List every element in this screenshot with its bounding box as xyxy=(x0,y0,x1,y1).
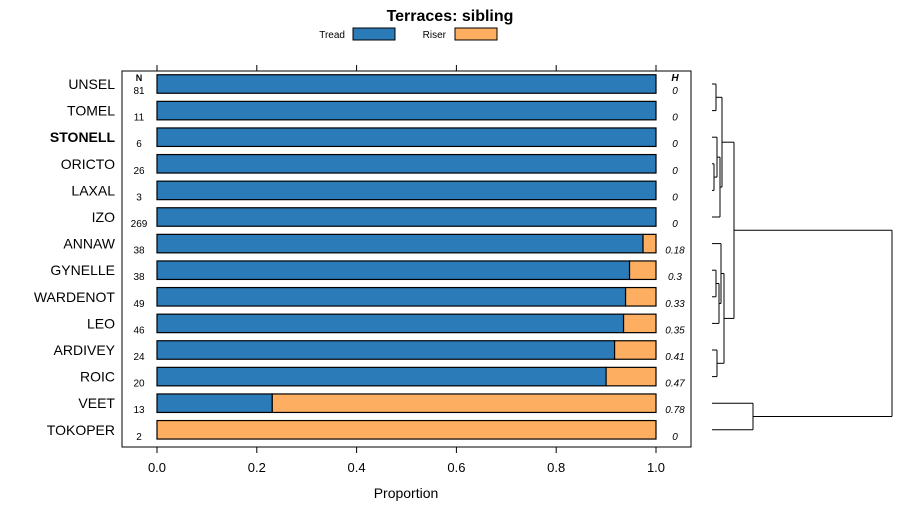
category-label: ORICTO xyxy=(61,156,115,172)
category-label: IZO xyxy=(92,209,115,225)
bar-segment-tread xyxy=(156,313,625,334)
h-value: 0 xyxy=(672,86,678,97)
legend-label-riser: Riser xyxy=(423,30,447,41)
n-value: 38 xyxy=(133,272,145,283)
bar-segment-tread xyxy=(156,100,657,121)
dendrogram xyxy=(712,83,893,431)
category-label: GYNELLE xyxy=(50,262,115,278)
h-value: 0.18 xyxy=(665,246,685,257)
n-value: 38 xyxy=(133,246,145,257)
bar-segment-riser xyxy=(624,286,657,307)
bar-segment-riser xyxy=(156,419,657,440)
bar-segment-riser xyxy=(605,366,657,387)
h-value: 0.41 xyxy=(665,352,684,363)
category-label: TOKOPER xyxy=(47,422,115,438)
x-tick-label: 0.0 xyxy=(148,460,166,475)
n-value: 6 xyxy=(136,139,142,150)
h-column: H 0 0 0 0 0 0 0.18 0.3 0.33 0.35 0.41 0.47 0.78 0 xyxy=(665,73,685,443)
h-value: 0.78 xyxy=(665,405,685,416)
n-value: 46 xyxy=(133,325,145,336)
category-label: VEET xyxy=(78,395,115,411)
category-label: STONELL xyxy=(50,129,116,145)
legend-swatch-tread xyxy=(352,27,396,41)
bars xyxy=(156,74,657,440)
bar-segment-tread xyxy=(156,340,616,360)
category-label: ARDIVEY xyxy=(54,342,116,358)
x-axis-label: Proportion xyxy=(374,485,439,501)
bar-segment-tread xyxy=(156,74,657,94)
category-label: WARDENOT xyxy=(34,289,116,305)
category-label: TOMEL xyxy=(67,103,115,119)
legend: Tread Riser xyxy=(319,27,498,41)
n-header: N xyxy=(136,73,143,83)
bar-segment-tread xyxy=(156,393,273,414)
bar-segment-riser xyxy=(622,313,657,334)
n-value: 269 xyxy=(131,219,148,230)
bar-segment-riser xyxy=(628,260,657,281)
x-tick-label: 0.2 xyxy=(248,460,266,475)
n-value: 49 xyxy=(133,299,145,310)
h-value: 0 xyxy=(672,192,678,203)
h-value: 0 xyxy=(672,113,678,124)
x-tick-label: 0.6 xyxy=(447,460,465,475)
x-tick-label: 0.4 xyxy=(348,460,366,475)
bar-segment-tread xyxy=(156,127,657,148)
n-value: 24 xyxy=(133,352,145,363)
bar-segment-riser xyxy=(271,393,657,414)
h-value: 0 xyxy=(672,166,678,177)
bar-segment-tread xyxy=(156,180,657,201)
x-tick-label: 1.0 xyxy=(647,460,665,475)
h-value: 0.33 xyxy=(665,299,685,310)
chart-title: Terraces: sibling xyxy=(387,8,514,25)
category-labels: UNSEL TOMEL STONELL ORICTO LAXAL IZO ANNAW GYNE… xyxy=(34,76,116,438)
bar-segment-riser xyxy=(642,233,657,254)
n-value: 26 xyxy=(133,166,145,177)
x-axis: 0.0 0.2 0.4 0.6 0.8 1.0 xyxy=(148,65,665,475)
h-value: 0 xyxy=(672,139,678,150)
category-label: LEO xyxy=(87,315,115,331)
x-tick-label: 0.8 xyxy=(547,460,565,475)
legend-swatch-riser xyxy=(454,27,498,41)
h-value: 0.35 xyxy=(665,325,685,336)
bar-segment-tread xyxy=(156,153,657,174)
h-value: 0 xyxy=(672,432,678,443)
n-value: 81 xyxy=(133,86,145,97)
n-value: 11 xyxy=(134,113,145,124)
bar-segment-tread xyxy=(156,366,607,387)
bar-segment-tread xyxy=(156,286,627,307)
h-value: 0.3 xyxy=(668,272,682,283)
n-value: 2 xyxy=(136,432,142,443)
h-value: 0.47 xyxy=(665,379,685,390)
n-value: 20 xyxy=(133,379,145,390)
category-label: ANNAW xyxy=(63,236,115,252)
category-label: ROIC xyxy=(80,369,115,385)
h-value: 0 xyxy=(672,219,678,230)
legend-label-tread: Tread xyxy=(319,30,345,41)
h-header: H xyxy=(671,73,679,84)
bar-segment-tread xyxy=(156,260,631,281)
plot-frame xyxy=(121,70,692,448)
bar-segment-riser xyxy=(613,340,657,360)
n-value: 3 xyxy=(136,192,142,203)
category-label: LAXAL xyxy=(71,182,115,198)
bar-segment-tread xyxy=(156,207,657,227)
n-column: N 81 11 6 26 3 269 38 38 49 46 24 20 13 2 xyxy=(131,73,148,443)
bar-segment-tread xyxy=(156,233,644,254)
category-label: UNSEL xyxy=(68,76,115,92)
n-value: 13 xyxy=(133,405,145,416)
